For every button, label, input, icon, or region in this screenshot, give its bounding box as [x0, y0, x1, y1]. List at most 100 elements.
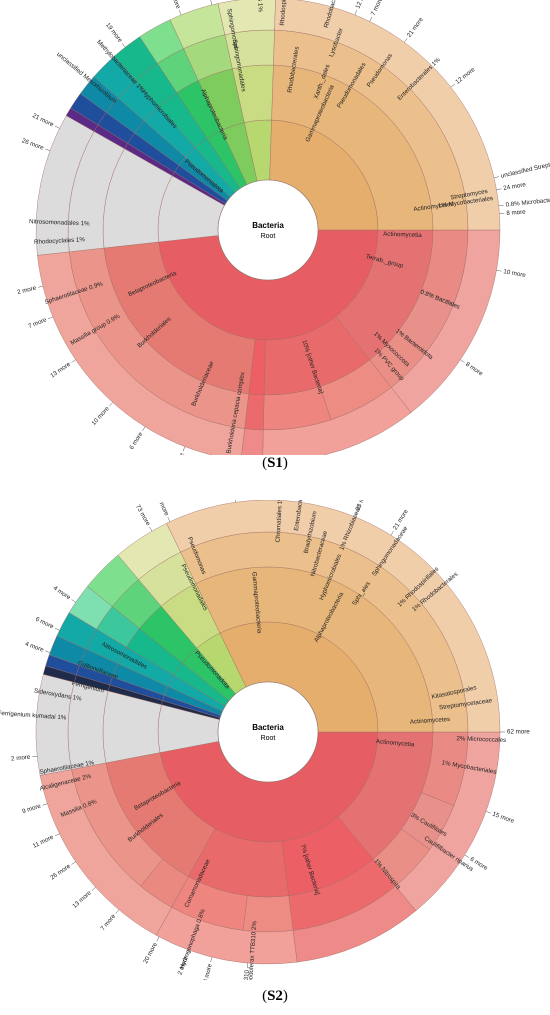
outer-label: 62 more: [507, 729, 530, 736]
outer-label: 13 more: [49, 361, 72, 380]
leader-line: [404, 38, 408, 43]
outer-label: 15 more: [491, 811, 515, 826]
leader-line: [369, 16, 373, 22]
leader-line: [178, 10, 182, 15]
leader-line: [37, 285, 43, 288]
outer-label: 2 more: [11, 754, 31, 763]
leader-line: [210, 957, 213, 963]
wedge-label: Actinomycetia: [383, 231, 422, 239]
leader-line: [156, 936, 160, 942]
outer-label: 2 more: [17, 284, 38, 296]
sunburst-panel-s1: Bacteria Root Pseudomonadota Alphaproteobac…: [0, 0, 550, 500]
leader-line: [32, 756, 38, 758]
ring-4: [35, 0, 501, 455]
leader-line: [167, 517, 171, 522]
wedge-label: Caulobacterales 1%: [255, 0, 264, 13]
root-sublabel: Root: [261, 233, 276, 240]
outer-label: 4 more: [24, 641, 45, 654]
wedge-label: Actinomycetia: [376, 738, 416, 748]
outer-label: 19 more: [104, 22, 124, 45]
outer-label: 21 more: [406, 16, 425, 39]
outer-label: 20 more: [142, 941, 159, 965]
root-label: Bacteria: [252, 723, 284, 732]
outer-label: 47 more: [154, 500, 170, 517]
caption-s1: (S1): [0, 455, 550, 472]
leader-line: [91, 887, 96, 891]
sunburst-panel-s2: Bacteria Root Pseudomonadota Alphaproteobac…: [0, 500, 550, 1004]
leader-line: [390, 530, 394, 536]
outer-label: 10 more: [90, 405, 111, 427]
leader-line: [71, 359, 76, 363]
outer-label: 13 more: [71, 889, 93, 910]
outer-label: 24 more: [503, 181, 527, 192]
outer-label: 6 more: [128, 430, 144, 451]
ring-3: [67, 29, 469, 431]
leader-line: [210, 0, 213, 5]
wedge-label: Actinomycetes: [410, 716, 451, 726]
outer-label: 13 more: [201, 963, 213, 980]
caption-open: (: [262, 988, 268, 1004]
wedge-label: Nitrosomonadales 1%: [29, 218, 90, 227]
outer-label: 23 more: [354, 500, 369, 512]
leader-line: [496, 188, 502, 190]
leader-line: [460, 359, 465, 363]
outer-label: 26 more: [49, 863, 72, 882]
leader-line: [498, 204, 504, 206]
leader-line: [54, 125, 60, 129]
leader-line: [496, 270, 502, 272]
leader-line: [45, 148, 51, 151]
outer-label: 26 more: [21, 137, 45, 152]
outer-label: 0.8% Microbacteriaceae: [505, 195, 550, 209]
outer-label: 6 more: [34, 616, 55, 631]
leader-line: [142, 426, 146, 432]
caption-close: ): [282, 988, 288, 1004]
wedge-label: Chromatiales 1%: [275, 500, 284, 543]
outer-label: 2 more: [177, 955, 190, 976]
leader-line: [115, 909, 120, 914]
leader-line: [54, 833, 60, 837]
leader-line: [493, 176, 499, 179]
root-label: Bacteria: [252, 221, 284, 230]
caption-open: (: [262, 455, 268, 471]
leader-line: [186, 949, 189, 955]
outer-label: 9 more: [21, 802, 42, 815]
root-node[interactable]: [217, 681, 319, 783]
leader-line: [71, 599, 76, 603]
outer-label: 11 more: [171, 451, 186, 455]
outer-label: 7 more: [370, 0, 385, 17]
leader-line: [354, 10, 358, 15]
leader-line: [71, 861, 76, 865]
outer-label: 12 more: [354, 0, 369, 10]
wedge-3-13[interactable]: [274, 0, 501, 231]
root-node[interactable]: [217, 179, 319, 281]
outer-label: 11 more: [32, 834, 56, 850]
outer-label: 12 more: [454, 66, 477, 86]
outer-label: 10 more: [503, 268, 527, 279]
caption-label: S2: [267, 988, 283, 1004]
root-sublabel: Root: [261, 735, 276, 742]
outer-label: unclassified Streptomyces: [500, 157, 550, 180]
leader-line: [450, 83, 455, 88]
wedge-3-12[interactable]: [217, 0, 276, 35]
outer-label: 4 more: [52, 585, 72, 602]
caption-label: S1: [267, 455, 283, 471]
outer-label: 7 more: [99, 913, 117, 933]
leader-line: [42, 803, 48, 806]
wedge-label: Rhodoferax TTB310 2%: [247, 920, 259, 980]
leader-line: [121, 43, 126, 48]
leader-line: [300, 500, 301, 503]
ring-2: [102, 64, 434, 396]
leader-line: [149, 526, 153, 532]
leader-line: [54, 627, 60, 631]
outer-label: 8 more: [506, 209, 526, 217]
caption-s2: (S2): [0, 988, 550, 1005]
leader-line: [182, 446, 186, 452]
outer-label: 24 more: [167, 0, 182, 10]
sunburst-chart-s1: BacteriaRootPseudomonadotaAlphaproteobac…: [17, 0, 550, 455]
wedge-label: 2% Micrococcales: [456, 735, 506, 744]
sunburst-chart-s2: BacteriaRootPseudomonadotaAlphaproteobac…: [0, 500, 530, 980]
leader-line: [235, 500, 236, 503]
wedge-label: Rhodocyclales 1%: [34, 236, 86, 246]
outer-label: 21 more: [31, 112, 55, 128]
wedge-label: Rhodospirillales 2%: [279, 0, 290, 26]
